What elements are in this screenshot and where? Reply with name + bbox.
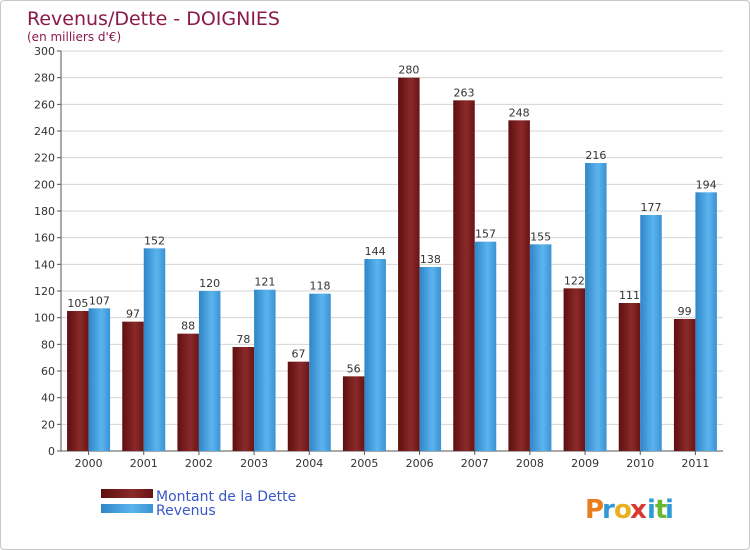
y-tick-label: 20 — [41, 418, 55, 431]
y-tick-label: 0 — [48, 445, 55, 458]
data-label: 122 — [564, 274, 585, 287]
y-axis-ticks: 0 20 40 60 80 100 120 140 160 180 200 220 240 260 280 3… — [34, 45, 61, 458]
logo-letter: P — [585, 495, 604, 525]
data-label: 88 — [181, 320, 195, 333]
legend-label-debt: Montant de la Dette — [156, 489, 296, 505]
bar-debt — [177, 333, 199, 451]
grid-lines — [60, 50, 723, 452]
x-tick-label: 2010 — [626, 457, 654, 470]
y-tick-label: 160 — [34, 232, 55, 245]
data-label: 121 — [254, 276, 275, 289]
x-tick-label: 2001 — [130, 457, 158, 470]
bar-revenue — [695, 192, 717, 452]
y-tick-label: 280 — [34, 72, 55, 85]
x-tick-label: 2005 — [350, 457, 378, 470]
y-tick-label: 300 — [34, 45, 55, 58]
data-label: 99 — [678, 305, 692, 318]
logo-letter: x — [630, 495, 647, 525]
data-label: 138 — [420, 253, 441, 266]
bar-debt — [618, 303, 641, 451]
x-tick-label: 2009 — [571, 457, 599, 470]
y-tick-label: 120 — [34, 285, 55, 298]
bar-debt — [232, 347, 255, 451]
data-label: 280 — [398, 64, 419, 77]
data-label: 97 — [126, 308, 140, 321]
data-label: 120 — [199, 277, 220, 290]
x-axis-ticks: 2000 2001 2002 2003 2004 2005 2006 2007 2008 2009… — [75, 451, 709, 470]
bar-revenue — [364, 259, 386, 451]
data-label: 107 — [89, 294, 110, 307]
bar-debt — [453, 100, 475, 451]
data-labels: 105 107 97 152 88 120 78 121 67 118 56 144 280 138 263… — [67, 64, 716, 376]
y-tick-label: 40 — [41, 392, 55, 405]
bar-revenue — [254, 289, 276, 451]
data-label: 177 — [641, 201, 662, 214]
y-tick-label: 140 — [34, 258, 55, 271]
x-tick-label: 2003 — [240, 457, 268, 470]
logo-letter: i — [647, 495, 656, 525]
logo-letter: o — [614, 495, 632, 525]
bar-debt — [342, 376, 365, 451]
logo-letter: i — [665, 495, 674, 525]
data-label: 67 — [292, 348, 306, 361]
bar-debt — [508, 120, 530, 451]
y-tick-label: 100 — [34, 312, 55, 325]
y-tick-label: 260 — [34, 98, 55, 111]
data-label: 155 — [530, 230, 551, 243]
y-tick-label: 240 — [34, 125, 55, 138]
bar-debt — [67, 311, 89, 451]
bar-revenue — [529, 244, 552, 451]
bar-revenue — [143, 248, 166, 451]
x-tick-label: 2006 — [406, 457, 434, 470]
data-label: 157 — [475, 228, 496, 241]
logo-letter: t — [655, 495, 667, 525]
data-label: 152 — [144, 234, 165, 247]
bars — [67, 77, 717, 452]
y-tick-label: 180 — [34, 205, 55, 218]
y-tick-label: 80 — [41, 338, 55, 351]
legend-swatch-revenue — [101, 504, 153, 513]
bar-revenue — [198, 291, 221, 451]
data-label: 105 — [67, 297, 88, 310]
y-tick-label: 60 — [41, 365, 55, 378]
legend-label-revenue: Revenus — [156, 503, 216, 519]
data-label: 216 — [585, 149, 606, 162]
bar-debt — [287, 361, 310, 451]
x-tick-label: 2011 — [681, 457, 709, 470]
bar-debt — [563, 288, 586, 451]
x-tick-label: 2004 — [295, 457, 323, 470]
chart-title: Revenus/Dette - DOIGNIES — [27, 8, 280, 30]
data-label: 111 — [619, 289, 640, 302]
x-tick-label: 2000 — [75, 457, 103, 470]
bar-revenue — [640, 215, 662, 451]
logo-letter: r — [602, 495, 615, 525]
bar-revenue — [585, 163, 607, 451]
legend: Montant de la Dette Revenus — [101, 489, 296, 519]
bar-debt — [398, 77, 420, 452]
y-tick-label: 200 — [34, 178, 55, 191]
bar-revenue — [88, 308, 111, 451]
x-tick-label: 2002 — [185, 457, 213, 470]
bar-revenue — [419, 267, 442, 451]
bar-revenue — [309, 293, 331, 451]
y-tick-label: 220 — [34, 152, 55, 165]
x-tick-label: 2008 — [516, 457, 544, 470]
data-label: 118 — [310, 280, 331, 293]
x-tick-label: 2007 — [461, 457, 489, 470]
proxiti-logo: Pr ox i ti — [585, 495, 674, 525]
bar-debt — [673, 319, 696, 451]
legend-swatch-debt — [101, 489, 153, 498]
data-label: 248 — [509, 106, 530, 119]
data-label: 56 — [347, 362, 361, 375]
data-label: 78 — [236, 333, 250, 346]
chart-subtitle: (en milliers d'€) — [27, 30, 121, 44]
bar-revenue — [474, 241, 497, 451]
data-label: 144 — [365, 245, 386, 258]
bar-debt — [122, 321, 144, 451]
data-label: 263 — [454, 86, 475, 99]
data-label: 194 — [696, 178, 717, 191]
